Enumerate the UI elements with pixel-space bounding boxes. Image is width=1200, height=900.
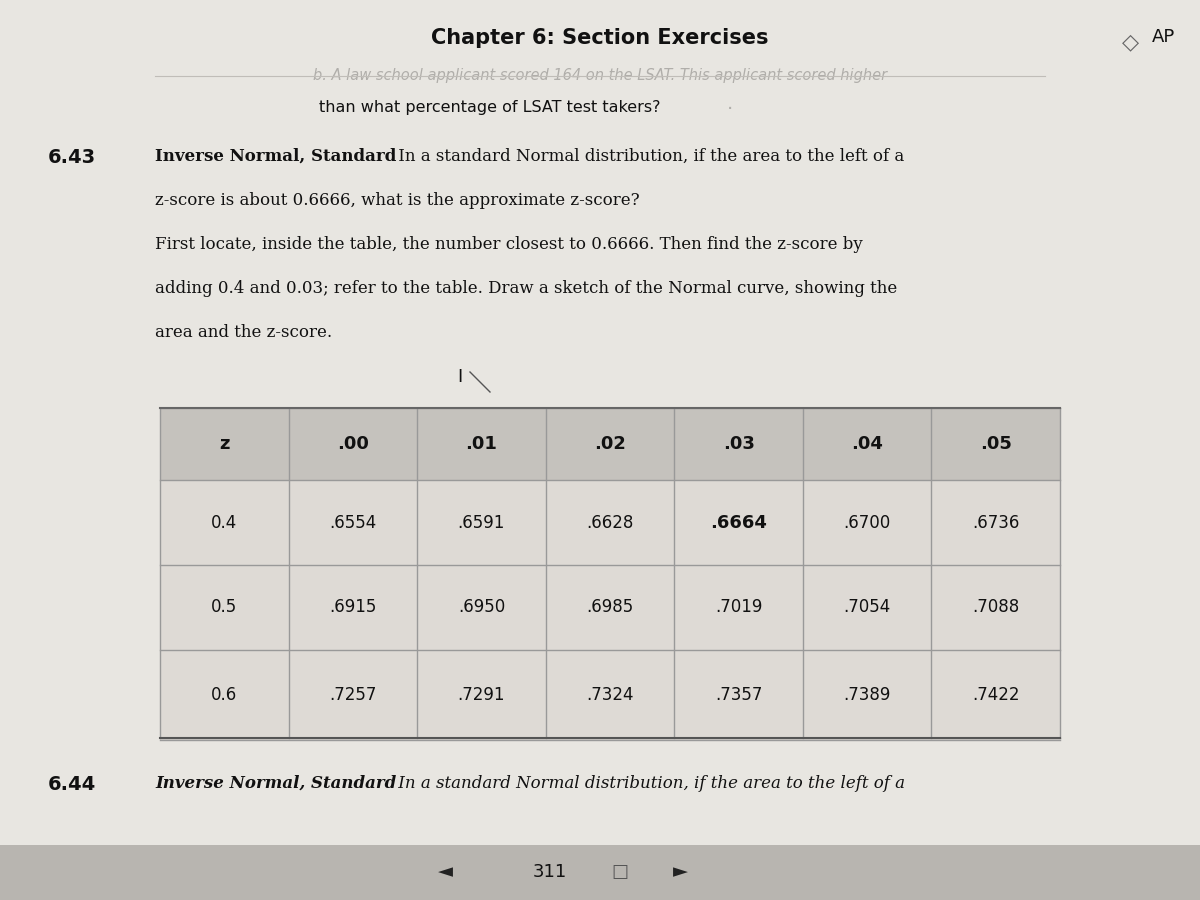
- Text: .02: .02: [594, 435, 626, 453]
- Text: .05: .05: [979, 435, 1012, 453]
- Text: In a standard Normal distribution, if the area to the left of a: In a standard Normal distribution, if th…: [394, 775, 905, 792]
- Text: .7389: .7389: [844, 686, 890, 704]
- Text: .7291: .7291: [457, 686, 505, 704]
- Text: .6950: .6950: [458, 598, 505, 616]
- Text: .7019: .7019: [715, 598, 762, 616]
- Text: 0.5: 0.5: [211, 598, 238, 616]
- Bar: [160, 408, 1060, 480]
- Text: ·: ·: [727, 100, 733, 119]
- Text: ◇: ◇: [1122, 32, 1139, 52]
- Text: 6.43: 6.43: [48, 148, 96, 167]
- Text: 0.6: 0.6: [211, 686, 238, 704]
- Text: z: z: [220, 435, 229, 453]
- Text: Inverse Normal, Standard: Inverse Normal, Standard: [155, 775, 396, 792]
- Text: .6915: .6915: [329, 598, 377, 616]
- Text: .00: .00: [337, 435, 368, 453]
- Text: Inverse Normal, Standard: Inverse Normal, Standard: [155, 148, 396, 165]
- Text: .04: .04: [851, 435, 883, 453]
- Text: area and the z-score.: area and the z-score.: [155, 324, 332, 341]
- Text: 311: 311: [533, 863, 568, 881]
- Text: I: I: [457, 368, 463, 386]
- Text: Chapter 6: Section Exercises: Chapter 6: Section Exercises: [431, 28, 769, 48]
- Text: .6736: .6736: [972, 514, 1020, 532]
- Text: □: □: [612, 863, 629, 881]
- Bar: [418, 408, 546, 738]
- Text: .7257: .7257: [329, 686, 377, 704]
- Text: .7357: .7357: [715, 686, 762, 704]
- Bar: [160, 565, 1060, 650]
- Text: AP: AP: [1152, 28, 1175, 46]
- Text: .03: .03: [722, 435, 755, 453]
- Text: 6.44: 6.44: [48, 775, 96, 794]
- Text: First locate, inside the table, the number closest to 0.6666. Then find the z-sc: First locate, inside the table, the numb…: [155, 236, 863, 253]
- Text: than what percentage of LSAT test takers?: than what percentage of LSAT test takers…: [319, 100, 661, 115]
- Bar: [0, 845, 1200, 900]
- Text: .01: .01: [466, 435, 497, 453]
- Text: .6664: .6664: [710, 514, 767, 532]
- Text: 0.4: 0.4: [211, 514, 238, 532]
- Text: .7324: .7324: [587, 686, 634, 704]
- Text: ◄: ◄: [438, 862, 452, 881]
- Text: .7054: .7054: [844, 598, 890, 616]
- Text: z-score is about 0.6666, what is the approximate z-score?: z-score is about 0.6666, what is the app…: [155, 192, 640, 209]
- Bar: [160, 650, 1060, 740]
- Text: .6700: .6700: [844, 514, 890, 532]
- Text: b. A law school applicant scored 164 on the LSAT. This applicant scored higher: b. A law school applicant scored 164 on …: [313, 68, 887, 83]
- Text: .7088: .7088: [972, 598, 1019, 616]
- Text: ►: ►: [672, 862, 688, 881]
- Text: .6985: .6985: [587, 598, 634, 616]
- Text: .6554: .6554: [329, 514, 377, 532]
- Text: In a standard Normal distribution, if the area to the left of a: In a standard Normal distribution, if th…: [394, 148, 905, 165]
- Bar: [160, 480, 1060, 565]
- Text: adding 0.4 and 0.03; refer to the table. Draw a sketch of the Normal curve, show: adding 0.4 and 0.03; refer to the table.…: [155, 280, 898, 297]
- Text: .7422: .7422: [972, 686, 1020, 704]
- Text: .6591: .6591: [457, 514, 505, 532]
- Text: .6628: .6628: [587, 514, 634, 532]
